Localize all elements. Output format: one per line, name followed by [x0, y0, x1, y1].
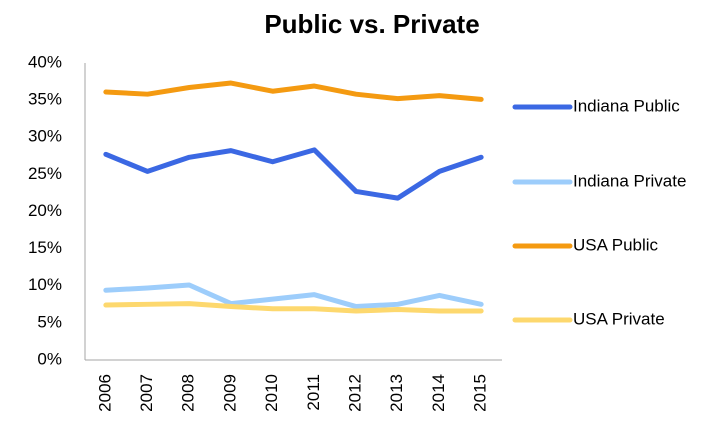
series-line — [103, 301, 484, 314]
legend-label: USA Public — [573, 235, 659, 254]
y-tick-label: 20% — [28, 201, 62, 220]
y-tick-label: 40% — [28, 52, 62, 71]
x-tick-label: 2007 — [137, 374, 156, 412]
y-tick-label: 15% — [28, 238, 62, 257]
x-tick-label: 2014 — [429, 374, 448, 412]
legend-label: Indiana Public — [573, 96, 680, 115]
series-line — [103, 147, 484, 201]
y-tick-label: 25% — [28, 164, 62, 183]
y-tick-label: 0% — [37, 349, 62, 368]
y-tick-label: 5% — [37, 312, 62, 331]
x-tick-label: 2012 — [346, 374, 365, 412]
x-tick-label: 2009 — [220, 374, 239, 412]
legend-label: USA Private — [573, 309, 665, 328]
x-tick-label: 2008 — [179, 374, 198, 412]
x-tick-label: 2006 — [95, 374, 114, 412]
chart-title: Public vs. Private — [264, 9, 479, 39]
series-line — [103, 282, 484, 310]
x-tick-label: 2015 — [471, 374, 490, 412]
series-line — [103, 80, 484, 102]
y-tick-label: 30% — [28, 127, 62, 146]
y-tick-label: 10% — [28, 275, 62, 294]
legend-label: Indiana Private — [573, 171, 686, 190]
x-tick-label: 2011 — [304, 374, 323, 411]
x-tick-label: 2013 — [387, 374, 406, 412]
x-tick-label: 2010 — [262, 374, 281, 412]
y-tick-label: 35% — [28, 90, 62, 109]
